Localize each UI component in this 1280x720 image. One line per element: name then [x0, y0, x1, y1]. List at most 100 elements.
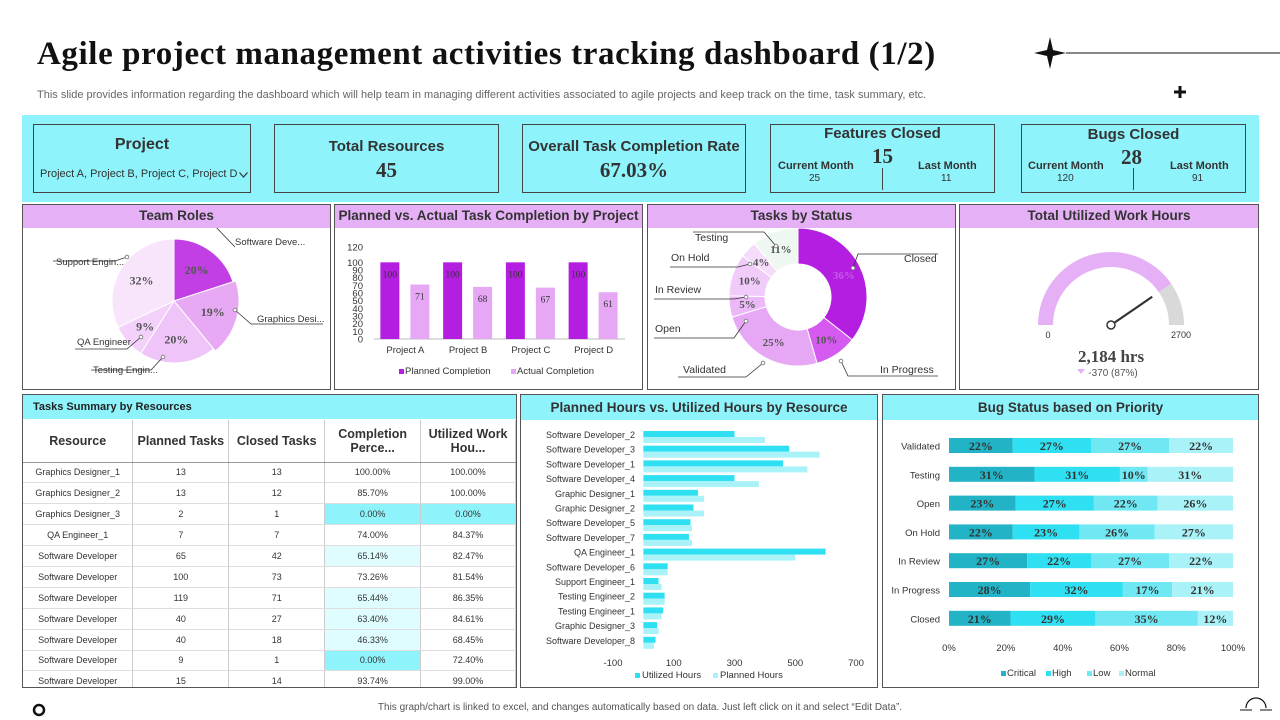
bar-utilized — [643, 533, 689, 540]
y-category-label: Graphic Designer_1 — [555, 489, 635, 499]
y-category-label: Software Developer_7 — [546, 533, 635, 543]
donut-segment-label: 25% — [763, 337, 785, 349]
y-category-label: Software Developer_2 — [546, 430, 635, 440]
segment-value-label: 27% — [1043, 497, 1067, 511]
leader-dot — [850, 265, 856, 271]
segment-value-label: 31% — [1065, 468, 1089, 482]
stacked-bar-segment — [1015, 495, 1094, 511]
table-cell: 65.14% — [324, 545, 422, 567]
y-category-label: In Review — [898, 557, 940, 568]
pie-slice — [173, 238, 234, 302]
table-cell: 100 — [132, 566, 230, 588]
leader-line — [670, 263, 751, 268]
table-cell: 0.00% — [324, 503, 422, 526]
y-tick-label: 30 — [352, 312, 363, 323]
legend-label: Critical — [1007, 668, 1036, 679]
segment-value-label: 26% — [1183, 497, 1207, 511]
table-cell: 86.35% — [420, 587, 516, 609]
segment-value-label: 27% — [976, 554, 1000, 568]
project-label: Project — [114, 136, 170, 153]
bar-utilized — [643, 607, 664, 614]
leader-line — [75, 336, 142, 350]
table-header[interactable]: Utilized Work Hou... — [420, 420, 516, 463]
y-category-label: Graphic Designer_3 — [555, 621, 635, 631]
leader-line — [852, 253, 938, 269]
leader-dot — [124, 254, 130, 260]
stacked-bar-segment — [1119, 466, 1148, 482]
table-cell: 99.00% — [420, 670, 516, 687]
table-row: Software Developer 65 42 65.14% 82.47% — [23, 545, 516, 567]
table-cell: Software Developer — [23, 608, 134, 630]
x-tick-label: Project A — [386, 345, 425, 356]
legend-swatch — [1119, 671, 1124, 676]
completion-rate-label: Overall Task Completion Rate — [528, 138, 740, 155]
table-header[interactable]: Planned Tasks — [132, 420, 230, 463]
stacked-bar-segment — [1095, 610, 1198, 626]
table-cell: 1 — [228, 650, 326, 672]
segment-value-label: 27% — [1040, 439, 1064, 453]
bar-utilized — [643, 431, 735, 437]
legend-label: Normal — [1125, 668, 1156, 679]
table-cell: 72.40% — [420, 650, 516, 672]
table-cell: 12 — [228, 482, 326, 505]
work-hours-title: Total Utilized Work Hours — [960, 205, 1258, 228]
table-header[interactable]: Completion Perce... — [324, 420, 422, 463]
table-cell: 0.00% — [420, 503, 516, 526]
bar-utilized — [643, 475, 735, 482]
completion-rate-value: 67.03% — [599, 158, 669, 182]
stacked-bar-segment — [949, 466, 1035, 482]
legend-label: Low — [1093, 668, 1111, 679]
table-row: QA Engineer_1 7 7 74.00% 84.37% — [23, 524, 516, 547]
y-tick-label: 10 — [352, 327, 363, 338]
bar-planned — [643, 510, 705, 517]
legend-label: High — [1052, 668, 1072, 679]
tasks-summary-panel: Tasks Summary by Resources Resource Plann… — [22, 394, 517, 688]
segment-value-label: 27% — [1182, 525, 1206, 539]
project-select[interactable]: Project A, Project B, Project C, Project… — [40, 168, 250, 186]
segment-value-label: 27% — [1118, 439, 1142, 453]
x-tick-label: 20% — [996, 643, 1016, 654]
stacked-bar-segment — [949, 553, 1028, 569]
team-roles-panel: Team Roles 20% 19% 20% 9% 32% Software Deve.… — [22, 204, 331, 390]
leader-line — [91, 356, 164, 371]
table-cell: 84.37% — [420, 524, 516, 547]
bar-planned — [643, 628, 659, 635]
table-row: Software Developer 9 1 0.00% 72.40% — [23, 650, 516, 672]
table-cell: 81.54% — [420, 566, 516, 588]
donut-category-label: Open — [655, 323, 681, 335]
segment-value-label: 35% — [1135, 612, 1159, 626]
segment-value-label: 31% — [1178, 468, 1202, 482]
gauge-value-label: 2,184 hrs — [1078, 347, 1145, 366]
bar-utilized — [643, 519, 691, 526]
x-tick-label: 100% — [1221, 643, 1246, 654]
pie-slice-label: 9% — [136, 319, 154, 333]
bar-utilized — [643, 622, 658, 629]
bar-planned — [643, 598, 665, 605]
gauge-needle — [1110, 295, 1153, 326]
pie-slice — [173, 280, 240, 352]
table-header[interactable]: Resource — [23, 420, 134, 463]
bugs-last-value: 91 — [1192, 173, 1204, 184]
stacked-bar-segment — [1093, 495, 1158, 511]
segment-value-label: 22% — [1114, 497, 1138, 511]
legend-swatch — [511, 369, 516, 374]
bar-planned — [643, 613, 662, 620]
bar — [380, 262, 400, 339]
y-category-label: Software Developer_1 — [546, 459, 635, 469]
table-cell: 13 — [132, 462, 230, 484]
legend-swatch — [399, 369, 404, 374]
bar — [473, 286, 493, 339]
table-cell: 63.40% — [324, 608, 422, 630]
bar — [410, 284, 430, 339]
legend-label: Utilized Hours — [642, 670, 701, 681]
pie-slice-label: 32% — [130, 273, 154, 287]
planned-actual-title: Planned vs. Actual Task Completion by Pr… — [335, 205, 642, 228]
stacked-bar-segment — [949, 610, 1011, 626]
table-cell: Graphics Designer_1 — [23, 462, 134, 484]
segment-value-label: 27% — [1118, 554, 1142, 568]
project-kpi-card: Project Project A, Project B, Project C,… — [33, 124, 251, 193]
divider — [882, 168, 883, 190]
table-cell: 40 — [132, 629, 230, 651]
table-header[interactable]: Closed Tasks — [228, 420, 326, 463]
bar — [443, 262, 463, 339]
